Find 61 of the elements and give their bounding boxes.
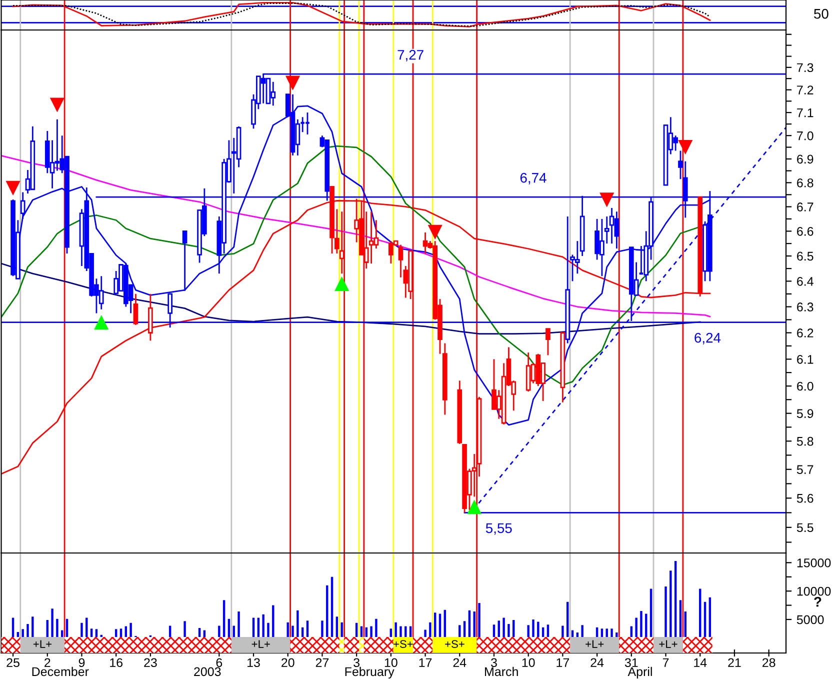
x-tick-label: 14	[694, 658, 707, 667]
x-tick-label: 3	[354, 658, 360, 668]
x-tick-label: 2	[44, 658, 50, 667]
x-tick-label: 6	[216, 658, 222, 668]
x2-tick-label: December	[32, 666, 89, 676]
x-tick-label: 3	[490, 658, 497, 668]
band-label: +L+	[586, 640, 604, 648]
y-tick-label: 7.2	[797, 86, 814, 94]
y-tick-label: 7.0	[797, 131, 814, 140]
y-tick-label: 6.0	[797, 382, 814, 391]
x-tick-label: 16	[110, 658, 122, 668]
y-tick-label: 7.1	[797, 108, 814, 118]
y-tick-label: 6.4	[797, 276, 814, 286]
x-tick-label: 10	[384, 658, 398, 668]
y-tick-label: 15000	[797, 558, 831, 568]
annotation: 6,24	[694, 332, 721, 344]
x-tick-label: 13	[248, 658, 260, 668]
y-tick-label: 5.7	[796, 465, 814, 474]
y-tick-label: 6.9	[797, 154, 814, 164]
x-tick-label: 31	[624, 658, 638, 668]
y-tick-label: 5.6	[796, 494, 814, 503]
x-tick-label: 24	[590, 658, 604, 667]
text: ?	[814, 596, 822, 607]
y-tick-label: 5.9	[796, 409, 814, 418]
y-tick-label: 5000	[796, 615, 824, 624]
x-tick-label: 7	[662, 658, 669, 667]
y-tick-label: 6.8	[797, 178, 814, 188]
x-tick-label: 21	[728, 658, 741, 667]
band-label: +L+	[252, 640, 270, 648]
x-tick-label: 17	[419, 658, 432, 667]
x-tick-label: 17	[556, 658, 570, 667]
x-tick-label: 10	[522, 658, 535, 668]
x2-tick-label: 2003	[194, 667, 221, 676]
y-tick-label: 6.7	[797, 202, 814, 212]
x2-tick-label: February	[345, 666, 394, 679]
x-tick-label: 23	[144, 658, 157, 668]
y-tick-label: 6.1	[797, 354, 814, 364]
y-tick-label: 6.2	[797, 328, 814, 338]
band-label: +L+	[33, 640, 52, 648]
band-label: +S+	[394, 640, 413, 648]
x-tick-label: 28	[762, 658, 776, 668]
band-label: +S+	[445, 640, 464, 648]
y-tick-label: 5.5	[796, 523, 814, 532]
band-label: +L+	[659, 640, 678, 648]
y-tick-label: 5.8	[796, 436, 814, 446]
x2-tick-label: March	[485, 666, 518, 676]
y-tick-label: 7.3	[797, 63, 814, 72]
y-tick-label: 6.3	[797, 302, 814, 312]
y-tick-label: 6.5	[797, 252, 814, 261]
x2-tick-label: April	[628, 666, 652, 679]
y-tick-label: 6.6	[797, 226, 814, 236]
x-tick-label: 24	[453, 658, 466, 667]
x-tick-label: 20	[282, 658, 294, 668]
annotation: 5,55	[486, 523, 512, 535]
x-tick-label: 27	[316, 658, 329, 667]
annotation: 7,27	[398, 50, 424, 62]
x-tick-label: 25	[6, 658, 20, 668]
annotation: 6,74	[520, 172, 546, 184]
y-tick-label: 10000	[797, 586, 831, 596]
text: 50	[814, 8, 828, 19]
x-tick-label: 9	[78, 658, 85, 668]
